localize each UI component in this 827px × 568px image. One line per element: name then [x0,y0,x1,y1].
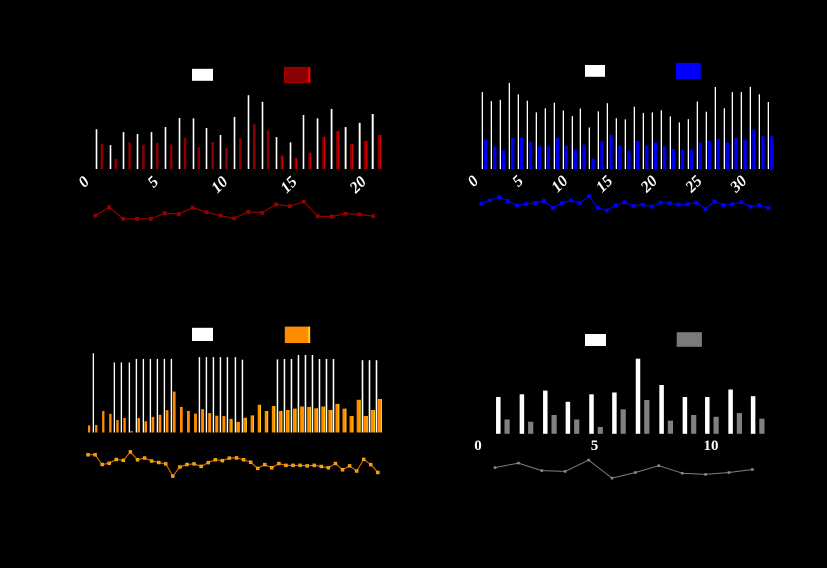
svg-text:0: 0 [474,438,482,454]
svg-text:5: 5 [591,438,599,454]
svg-text:10: 10 [704,438,719,454]
